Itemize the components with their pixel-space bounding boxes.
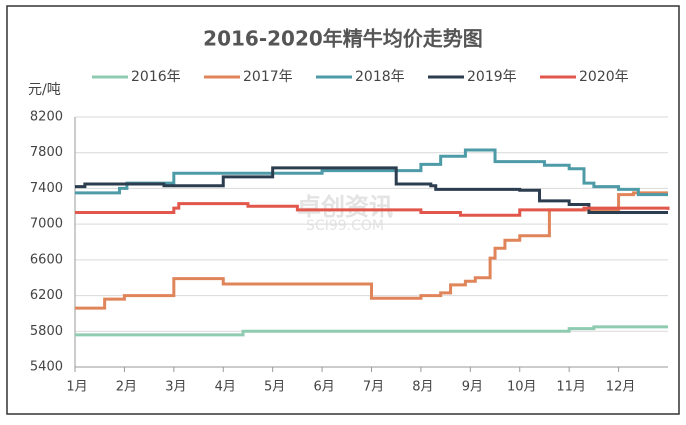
- x-tick-label: 9月: [462, 380, 483, 395]
- x-tick-label: 10月: [507, 380, 537, 395]
- y-tick-label: 7000: [30, 217, 63, 232]
- x-tick-label: 6月: [313, 380, 334, 395]
- series-line: [75, 148, 668, 197]
- x-tick-label: 8月: [412, 380, 433, 395]
- y-tick-label: 6200: [30, 288, 63, 303]
- legend-label: 2016年: [131, 69, 181, 85]
- watermark: SCI99.COM: [306, 218, 384, 234]
- series-line: [75, 166, 668, 215]
- y-tick-label: 7400: [30, 181, 63, 196]
- y-tick-label: 5400: [30, 360, 63, 375]
- y-tick-label: 7800: [30, 145, 63, 160]
- legend-label: 2020年: [579, 69, 629, 85]
- y-tick-label: 5800: [30, 324, 63, 339]
- series-line: [75, 325, 668, 337]
- series-line: [75, 202, 670, 217]
- x-tick-label: 7月: [363, 380, 384, 395]
- x-tick-label: 1月: [66, 380, 87, 395]
- chart-title: 2016-2020年精牛均价走势图: [203, 27, 483, 51]
- y-tick-label: 6600: [30, 252, 63, 267]
- x-tick-label: 11月: [556, 380, 586, 395]
- x-tick-label: 5月: [264, 380, 285, 395]
- x-tick-label: 12月: [606, 380, 636, 395]
- legend-label: 2017年: [243, 69, 293, 85]
- series-line: [75, 191, 668, 310]
- x-tick-label: 4月: [215, 380, 236, 395]
- y-tick-label: 8200: [30, 110, 63, 125]
- x-tick-label: 2月: [116, 380, 137, 395]
- watermark: 卓创资讯: [297, 193, 393, 221]
- x-tick-label: 3月: [165, 380, 186, 395]
- legend-label: 2018年: [355, 69, 405, 85]
- y-axis-label: 元/吨: [28, 82, 61, 98]
- legend-label: 2019年: [467, 69, 517, 85]
